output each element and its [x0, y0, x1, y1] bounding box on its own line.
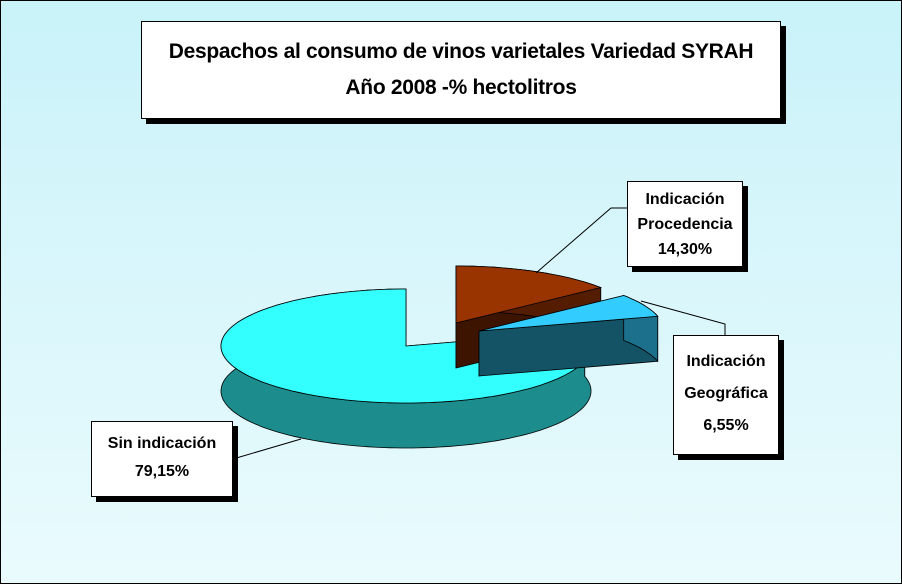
leader-line — [640, 300, 726, 335]
category-label: Indicación Geográfica — [684, 353, 768, 402]
chart-title: Despachos al consumo de vinos varietales… — [141, 21, 781, 119]
category-label: Sin indicación — [107, 435, 217, 452]
leader-line — [232, 438, 302, 460]
value-label: 14,30% — [657, 241, 713, 258]
slice — [478, 295, 659, 332]
slice-label: Sin indicación 79,15% — [91, 421, 233, 497]
slice-label: Indicación Geográfica 6,55% — [673, 335, 779, 455]
value-label: 6,55% — [703, 417, 749, 434]
slice-label: Indicación Procedencia 14,30% — [627, 181, 743, 267]
value-label: 79,15% — [134, 463, 190, 480]
category-label: Indicación Procedencia — [637, 191, 733, 233]
leader-line — [535, 207, 627, 274]
slice — [455, 265, 603, 324]
